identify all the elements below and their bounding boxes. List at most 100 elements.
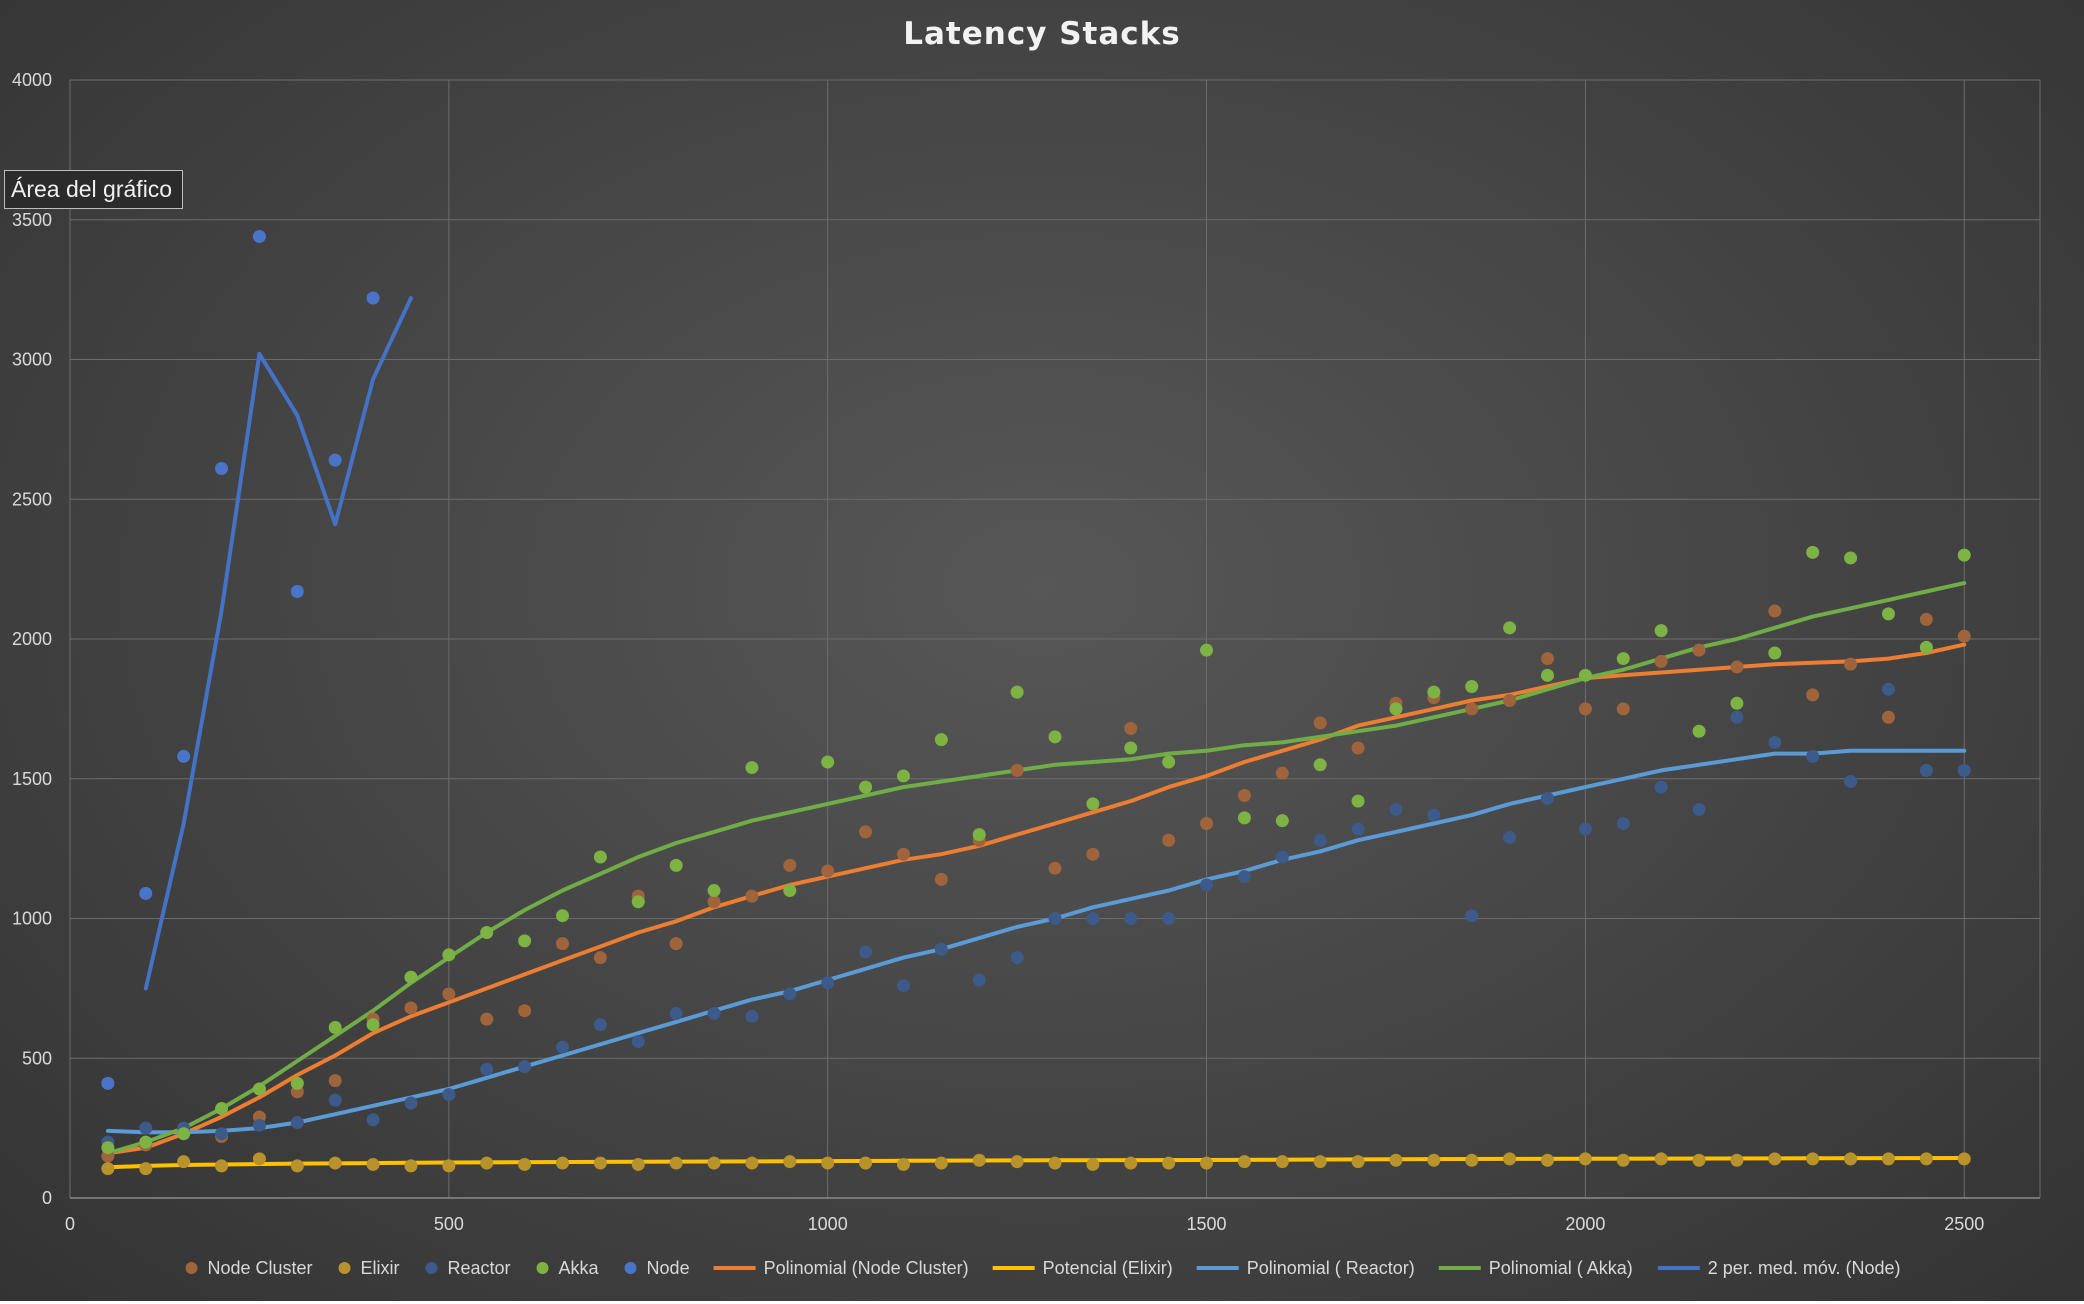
data-point[interactable]: [1881, 607, 1895, 621]
data-point[interactable]: [442, 1159, 456, 1173]
data-point[interactable]: [934, 942, 948, 956]
data-point[interactable]: [669, 1007, 683, 1021]
data-point[interactable]: [139, 1121, 153, 1135]
data-point[interactable]: [1124, 741, 1138, 755]
data-point[interactable]: [518, 1157, 532, 1171]
data-point[interactable]: [783, 1155, 797, 1169]
data-point[interactable]: [290, 1076, 304, 1090]
data-point[interactable]: [1919, 1152, 1933, 1166]
data-point[interactable]: [1654, 1152, 1668, 1166]
data-point[interactable]: [631, 1034, 645, 1048]
data-point[interactable]: [1957, 548, 1971, 562]
data-point[interactable]: [1730, 660, 1744, 674]
data-point[interactable]: [745, 1156, 759, 1170]
data-point[interactable]: [290, 1116, 304, 1130]
data-point[interactable]: [328, 1156, 342, 1170]
legend-item-node[interactable]: Node: [624, 1258, 690, 1278]
data-point[interactable]: [518, 1060, 532, 1074]
data-point[interactable]: [1313, 1155, 1327, 1169]
data-point[interactable]: [593, 1156, 607, 1170]
data-point[interactable]: [1578, 1152, 1592, 1166]
data-point[interactable]: [783, 858, 797, 872]
series-line[interactable]: [105, 581, 1967, 1156]
data-point[interactable]: [1844, 775, 1858, 789]
data-point[interactable]: [1313, 758, 1327, 772]
data-point[interactable]: [556, 1040, 569, 1054]
data-point[interactable]: [1086, 912, 1100, 925]
data-point[interactable]: [896, 1157, 910, 1171]
data-point[interactable]: [1389, 702, 1403, 716]
data-point[interactable]: [972, 1153, 986, 1167]
data-point[interactable]: [707, 1007, 721, 1021]
data-point[interactable]: [1162, 755, 1176, 769]
data-point[interactable]: [404, 970, 418, 984]
data-point[interactable]: [1124, 912, 1138, 925]
data-point[interactable]: [1654, 780, 1668, 794]
data-point[interactable]: [1237, 789, 1251, 803]
data-point[interactable]: [1541, 652, 1554, 666]
data-point[interactable]: [859, 780, 873, 794]
data-point[interactable]: [556, 909, 569, 923]
legend-item-polinomial-node-cluster[interactable]: Polinomial (Node Cluster): [713, 1258, 969, 1278]
data-point[interactable]: [821, 1156, 835, 1170]
legend-item-node-cluster[interactable]: Node Cluster: [185, 1258, 313, 1278]
data-point[interactable]: [859, 825, 873, 839]
data-point[interactable]: [1237, 870, 1251, 884]
data-point[interactable]: [1427, 808, 1441, 822]
legend-item-2-per-med-mov-node[interactable]: 2 per. med. móv. (Node): [1657, 1258, 1901, 1278]
data-point[interactable]: [1313, 716, 1327, 730]
legend-item-akka[interactable]: Akka: [536, 1258, 600, 1278]
data-point[interactable]: [1806, 688, 1820, 702]
series-elixir[interactable]: [101, 1152, 1971, 1176]
data-point[interactable]: [480, 925, 494, 939]
data-point[interactable]: [707, 884, 721, 898]
series-potencial-elixir[interactable]: [105, 1156, 1967, 1170]
data-point[interactable]: [101, 1076, 115, 1090]
data-point[interactable]: [1768, 646, 1782, 660]
plot-area[interactable]: [101, 230, 1971, 1176]
data-point[interactable]: [1844, 1152, 1858, 1166]
data-point[interactable]: [1768, 1152, 1782, 1166]
data-point[interactable]: [1692, 724, 1706, 738]
data-point[interactable]: [1351, 822, 1365, 836]
series-2-per-med-mov-node[interactable]: [143, 296, 413, 991]
data-point[interactable]: [215, 1159, 229, 1173]
data-point[interactable]: [1465, 680, 1479, 694]
data-point[interactable]: [1389, 1153, 1403, 1167]
data-point[interactable]: [404, 1159, 418, 1173]
data-point[interactable]: [1730, 696, 1744, 710]
legend[interactable]: Node Cluster Elixir Reactor Akka Node Polinom…: [185, 1258, 1901, 1278]
data-point[interactable]: [1048, 861, 1062, 875]
legend-item-polinomial-reactor[interactable]: Polinomial ( Reactor): [1196, 1258, 1415, 1278]
data-point[interactable]: [480, 1062, 494, 1076]
data-point[interactable]: [404, 1096, 418, 1110]
data-point[interactable]: [1692, 802, 1706, 816]
data-point[interactable]: [821, 755, 835, 769]
data-point[interactable]: [934, 872, 948, 886]
data-point[interactable]: [1275, 766, 1289, 780]
data-point[interactable]: [593, 951, 607, 965]
data-point[interactable]: [177, 1127, 191, 1141]
data-point[interactable]: [821, 976, 835, 990]
data-point[interactable]: [859, 945, 873, 959]
data-point[interactable]: [1541, 1153, 1554, 1167]
data-point[interactable]: [1881, 1152, 1895, 1166]
data-point[interactable]: [1010, 1155, 1024, 1169]
series-polinomial-akka[interactable]: [105, 581, 1967, 1156]
data-point[interactable]: [1086, 1157, 1100, 1171]
data-point[interactable]: [1048, 912, 1062, 925]
data-point[interactable]: [1124, 721, 1138, 735]
data-point[interactable]: [252, 1082, 266, 1096]
data-point[interactable]: [934, 1156, 948, 1170]
data-point[interactable]: [252, 1152, 266, 1166]
data-point[interactable]: [1616, 702, 1630, 716]
data-point[interactable]: [896, 979, 910, 993]
data-point[interactable]: [1427, 685, 1441, 699]
data-point[interactable]: [1427, 1153, 1441, 1167]
series-line[interactable]: [143, 296, 413, 991]
data-point[interactable]: [1957, 1152, 1971, 1166]
series-polinomial-node-cluster[interactable]: [105, 642, 1967, 1156]
data-point[interactable]: [1957, 763, 1971, 777]
data-point[interactable]: [328, 1074, 342, 1088]
data-point[interactable]: [442, 948, 456, 962]
